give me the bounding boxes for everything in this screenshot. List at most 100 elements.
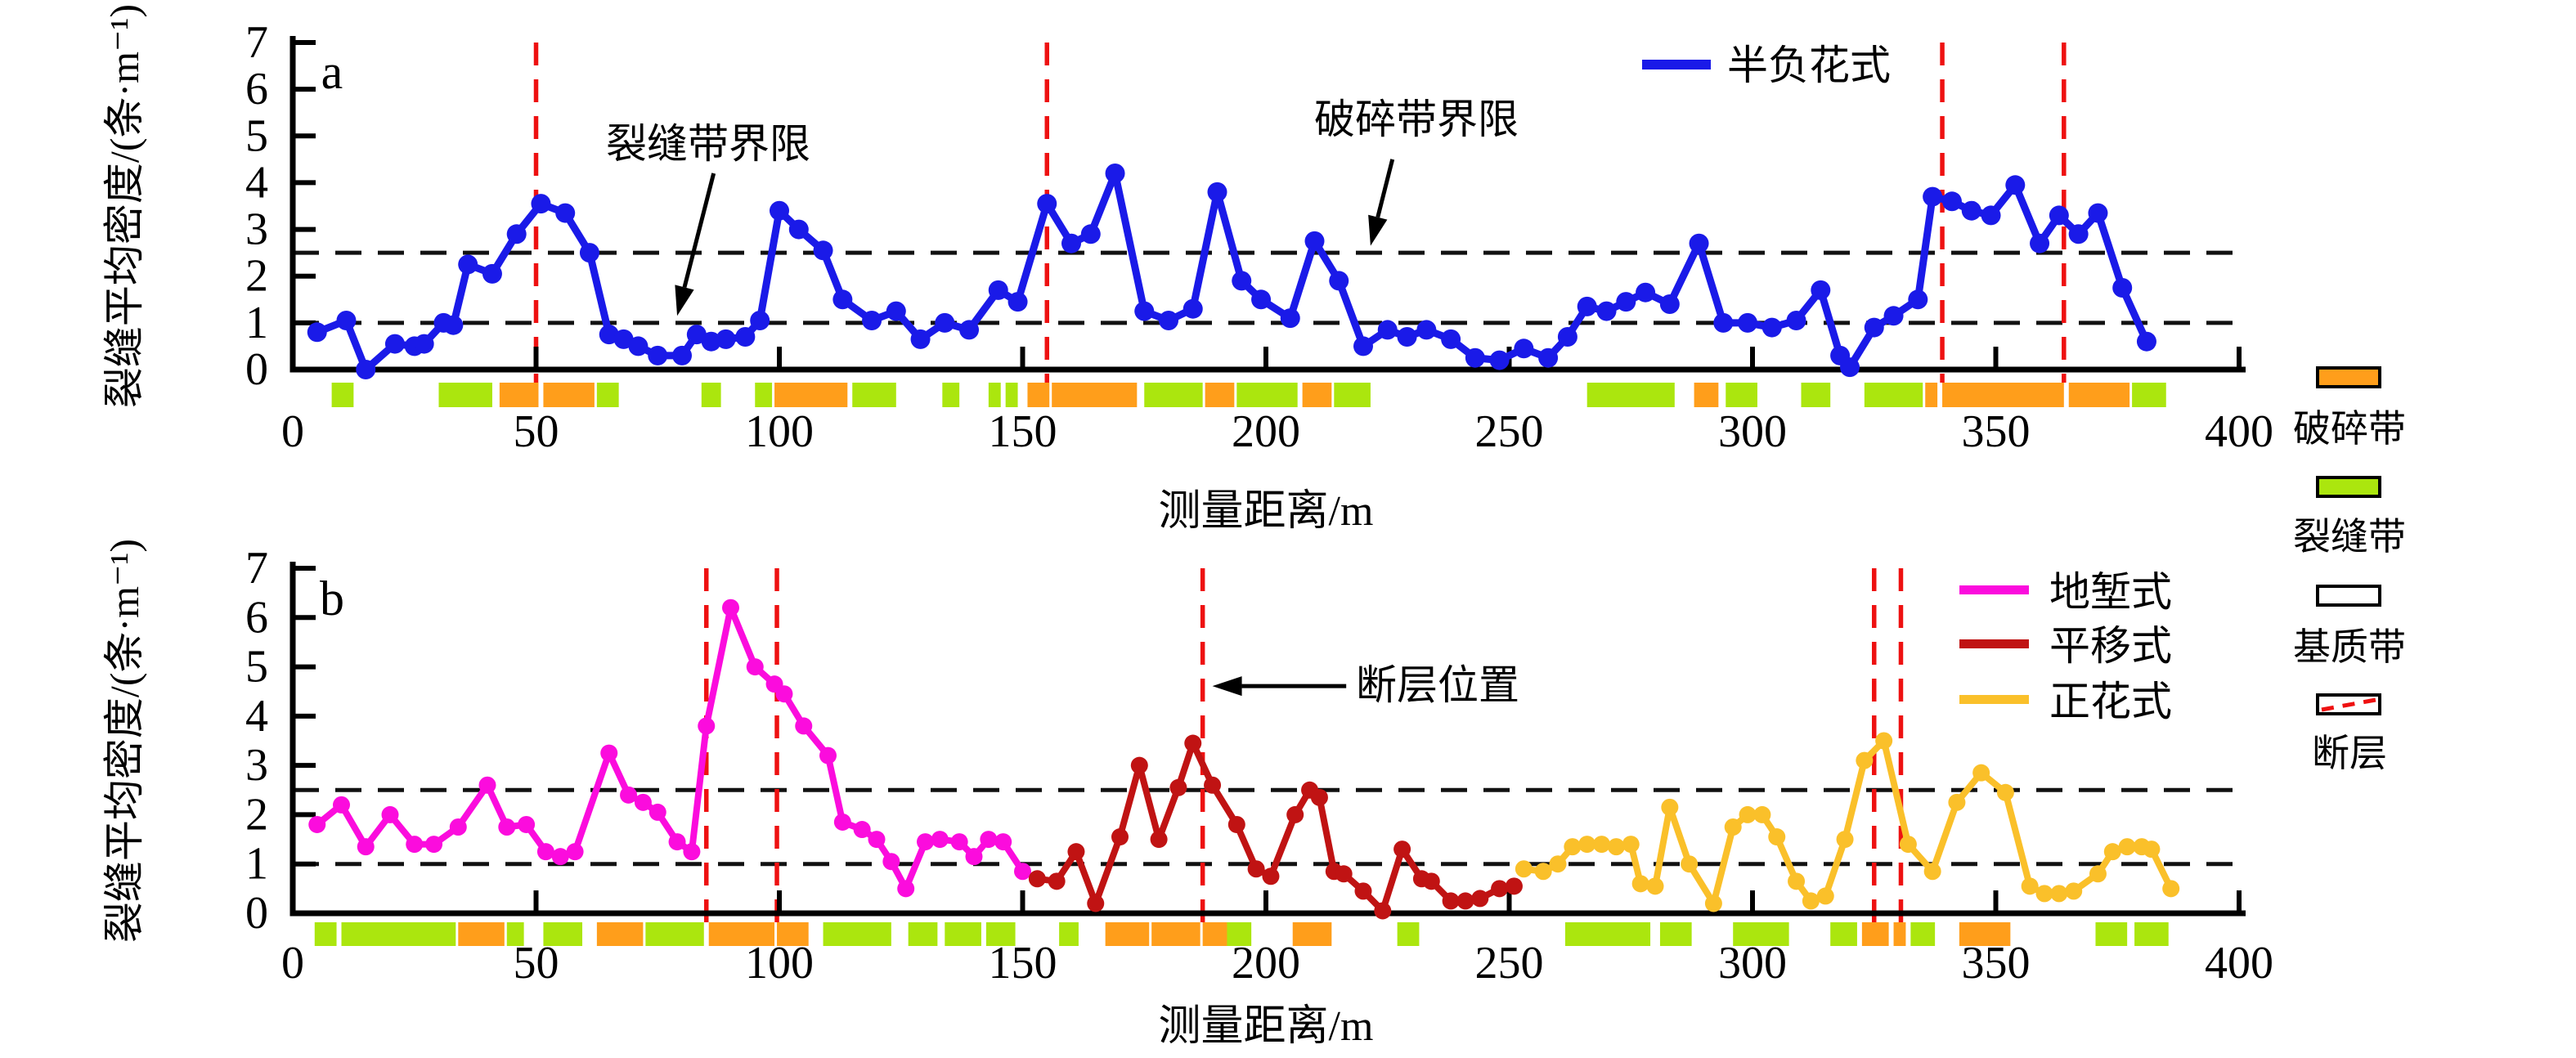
series-marker-半负花式 bbox=[735, 327, 756, 347]
series-marker-半负花式 bbox=[1397, 327, 1417, 347]
series-marker-地堑式 bbox=[722, 598, 739, 616]
crushed-zone-bar bbox=[1151, 922, 1200, 946]
series-line-半负花式 bbox=[313, 169, 2151, 374]
series-marker-正花式 bbox=[1753, 805, 1771, 823]
crushed-zone-bar bbox=[1202, 922, 1227, 946]
legend-b-swatch-graben bbox=[1959, 585, 2029, 594]
series-marker-正花式 bbox=[2050, 885, 2068, 903]
x-tick-label: 300 bbox=[1718, 938, 1787, 989]
x-tick-label: 0 bbox=[281, 406, 304, 457]
x-axis-label-panel-b: 测量距离/m bbox=[1158, 1003, 1374, 1050]
y-tick-label: 6 bbox=[245, 592, 268, 643]
series-marker-平移式 bbox=[1262, 867, 1280, 885]
fracture-zone-bar bbox=[1236, 383, 1298, 407]
series-marker-半负花式 bbox=[628, 336, 648, 356]
series-marker-半负花式 bbox=[716, 329, 736, 349]
series-marker-地堑式 bbox=[775, 685, 793, 703]
fracture-zone-bar bbox=[1726, 383, 1757, 407]
y-axis-label-panel-a: 裂缝平均密度/(条·m⁻¹) bbox=[101, 3, 147, 409]
series-marker-半负花式 bbox=[935, 312, 955, 333]
series-marker-正花式 bbox=[1631, 875, 1649, 893]
x-tick-label: 100 bbox=[745, 938, 814, 989]
series-marker-地堑式 bbox=[551, 848, 569, 866]
series-marker-正花式 bbox=[2118, 838, 2136, 856]
annotation-fracture-zone-limit: 裂缝带界限 bbox=[606, 121, 810, 167]
y-tick-label: 4 bbox=[245, 157, 268, 208]
series-marker-半负花式 bbox=[1251, 289, 1272, 310]
series-marker-半负花式 bbox=[1416, 320, 1437, 340]
series-marker-正花式 bbox=[1622, 836, 1640, 854]
series-marker-平移式 bbox=[1286, 805, 1304, 823]
legend-a-label-seminegative-flower: 半负花式 bbox=[1727, 43, 1891, 88]
series-marker-半负花式 bbox=[1883, 306, 1904, 326]
series-marker-地堑式 bbox=[833, 813, 851, 831]
y-tick-label: 2 bbox=[245, 789, 268, 840]
series-marker-平移式 bbox=[1087, 894, 1105, 912]
series-marker-地堑式 bbox=[1014, 863, 1031, 881]
series-marker-正花式 bbox=[1681, 855, 1699, 873]
legend-b-swatch-positive-flower bbox=[1959, 695, 2029, 704]
series-marker-半负花式 bbox=[555, 203, 576, 223]
legend-matrix-zone-swatch bbox=[2316, 585, 2381, 607]
legend-b-label-graben: 地堑式 bbox=[2049, 569, 2172, 615]
crushed-zone-bar bbox=[1942, 383, 2064, 407]
series-marker-地堑式 bbox=[518, 815, 536, 833]
y-tick-label: 2 bbox=[245, 251, 268, 302]
series-marker-半负花式 bbox=[1811, 280, 1831, 300]
series-marker-半负花式 bbox=[1923, 186, 1943, 207]
series-marker-半负花式 bbox=[1864, 317, 1884, 338]
x-tick-label: 200 bbox=[1232, 406, 1300, 457]
series-marker-正花式 bbox=[2021, 877, 2039, 895]
x-tick-label: 150 bbox=[989, 406, 1057, 457]
panel-letter-a: a bbox=[321, 45, 343, 99]
y-tick-label: 1 bbox=[245, 298, 268, 348]
y-tick-label: 3 bbox=[245, 740, 268, 791]
series-marker-半负花式 bbox=[788, 219, 809, 240]
series-marker-正花式 bbox=[1704, 894, 1722, 912]
series-marker-半负花式 bbox=[1659, 294, 1680, 314]
series-marker-半负花式 bbox=[1713, 312, 1734, 333]
annotation-arrow bbox=[1376, 159, 1395, 218]
series-marker-平移式 bbox=[1184, 734, 1202, 752]
y-tick-label: 6 bbox=[245, 64, 268, 114]
fracture-zone-bar bbox=[506, 922, 524, 946]
annotation-arrowhead bbox=[1212, 676, 1242, 697]
series-marker-地堑式 bbox=[868, 831, 886, 849]
series-marker-半负花式 bbox=[686, 325, 707, 345]
series-marker-半负花式 bbox=[750, 311, 770, 330]
series-line-平移式 bbox=[1034, 740, 1518, 914]
series-marker-半负花式 bbox=[1080, 224, 1101, 244]
series-marker-半负花式 bbox=[531, 194, 551, 214]
fracture-zone-bar bbox=[2134, 922, 2169, 946]
crushed-zone-bar bbox=[1959, 922, 2011, 946]
legend-b-label-positive-flower: 正花式 bbox=[2049, 679, 2172, 724]
series-marker-半负花式 bbox=[672, 345, 692, 365]
y-tick-label: 7 bbox=[245, 17, 268, 68]
series-marker-地堑式 bbox=[882, 853, 900, 871]
y-tick-label: 5 bbox=[245, 110, 268, 161]
annotation-arrowhead bbox=[1368, 214, 1388, 246]
series-marker-平移式 bbox=[1204, 776, 1222, 794]
series-marker-半负花式 bbox=[579, 243, 599, 263]
x-tick-label: 250 bbox=[1475, 938, 1544, 989]
series-marker-地堑式 bbox=[406, 836, 424, 854]
annotation-fault-position: 断层位置 bbox=[1356, 662, 1519, 708]
series-marker-半负花式 bbox=[770, 200, 789, 221]
series-marker-半负花式 bbox=[1786, 311, 1806, 330]
crushed-zone-bar bbox=[1694, 383, 1719, 407]
series-marker-半负花式 bbox=[1596, 301, 1617, 321]
series-marker-地堑式 bbox=[965, 848, 983, 866]
panel-letter-b: b bbox=[320, 572, 344, 625]
series-marker-平移式 bbox=[1335, 865, 1353, 883]
series-marker-平移式 bbox=[1048, 872, 1066, 890]
crushed-zone-bar bbox=[774, 383, 848, 407]
x-tick-label: 0 bbox=[281, 938, 304, 989]
series-marker-半负花式 bbox=[1280, 308, 1300, 329]
series-marker-地堑式 bbox=[333, 796, 350, 814]
axis-spine bbox=[289, 36, 2246, 373]
series-marker-正花式 bbox=[1788, 872, 1806, 890]
crushed-zone-bar bbox=[1292, 922, 1332, 946]
series-marker-地堑式 bbox=[498, 818, 516, 836]
series-marker-半负花式 bbox=[1183, 298, 1203, 319]
y-tick-label: 4 bbox=[245, 691, 268, 742]
